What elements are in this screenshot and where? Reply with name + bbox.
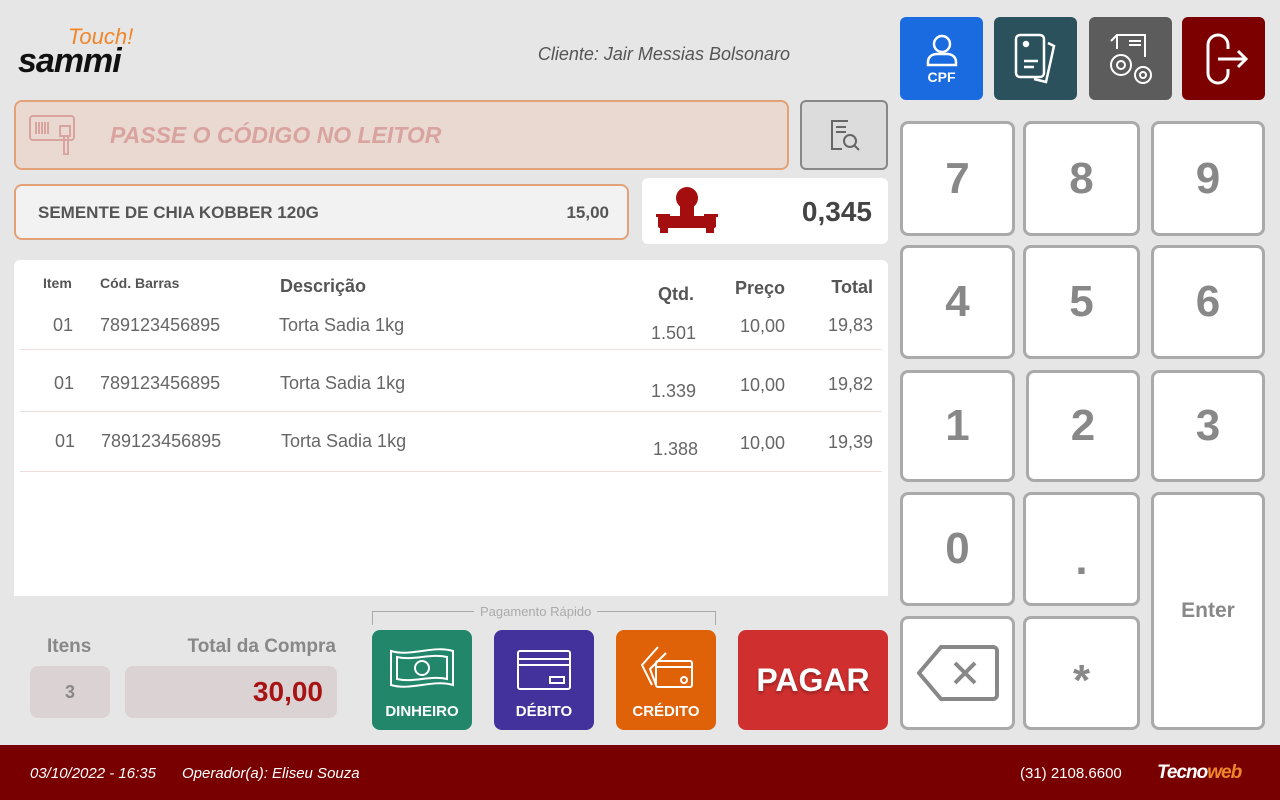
items-table: Item Cód. Barras Descrição Qtd. Preço To… (14, 260, 888, 596)
client-name: Cliente: Jair Messias Bolsonaro (537, 44, 790, 64)
credit-cards-icon (640, 646, 693, 688)
barcode-scanner-icon (29, 115, 75, 155)
total-value: 30,00 (125, 666, 337, 718)
tecnoweb-logo: Tecnoweb (1157, 762, 1242, 783)
scale-icon (656, 187, 718, 233)
debit-card-icon (517, 650, 571, 690)
key-5[interactable]: 5 (1023, 245, 1140, 359)
pay-button[interactable]: PAGAR (738, 630, 888, 730)
table-row[interactable]: 01 789123456895 Torta Sadia 1kg 1.339 10… (20, 352, 882, 412)
col-price: Preço (734, 278, 785, 298)
phone: (31) 2108.6600 (1020, 765, 1122, 782)
key-dot[interactable]: . (1023, 492, 1140, 606)
key-2[interactable]: 2 (1026, 370, 1140, 482)
barcode-input[interactable]: PASSE O CÓDIGO NO LEITOR (14, 100, 789, 170)
status-bar: 03/10/2022 - 16:35 Operador(a): Eliseu S… (0, 745, 1280, 800)
key-3[interactable]: 3 (1151, 370, 1265, 482)
document-search-icon (831, 120, 860, 151)
items-count: 3 (30, 666, 110, 718)
total-label: Total da Compra (187, 636, 337, 657)
quick-pay-label: Pagamento Rápido (474, 604, 598, 619)
cards-icon (1014, 33, 1055, 84)
credit-button[interactable]: CRÉDITO (616, 630, 716, 730)
cash-button[interactable]: DINHEIRO (372, 630, 472, 730)
key-backspace[interactable] (900, 616, 1015, 730)
col-item: Item (43, 275, 72, 291)
money-icon (390, 648, 454, 688)
backspace-icon (916, 645, 999, 701)
user-icon (926, 34, 957, 66)
key-9[interactable]: 9 (1151, 121, 1265, 236)
product-name: SEMENTE DE CHIA KOBBER 120G (38, 203, 319, 222)
table-row[interactable]: 01 789123456895 Torta Sadia 1kg 1.388 10… (20, 412, 882, 472)
table-row[interactable]: 01 789123456895 Torta Sadia 1kg 1.501 10… (20, 292, 882, 350)
cards-button[interactable] (994, 17, 1077, 100)
datetime: 03/10/2022 - 16:35 (30, 765, 156, 782)
key-asterisk[interactable]: * (1023, 616, 1140, 730)
product-search-button[interactable] (800, 100, 888, 170)
scale-weight: 0,345 (801, 196, 872, 227)
logout-icon (1206, 33, 1248, 84)
scale-panel: 0,345 (642, 178, 888, 244)
document-gears-icon (1109, 33, 1152, 84)
sammi-touch-logo: Touch! sammi (18, 24, 134, 80)
key-7[interactable]: 7 (900, 121, 1015, 236)
key-1[interactable]: 1 (900, 370, 1015, 482)
col-qty: Qtd. (658, 284, 694, 304)
current-product: SEMENTE DE CHIA KOBBER 120G 15,00 (14, 184, 629, 240)
key-enter[interactable]: Enter (1151, 492, 1265, 730)
col-barcode: Cód. Barras (100, 275, 180, 291)
col-total: Total (831, 277, 873, 297)
cpf-button[interactable]: CPF (900, 17, 983, 100)
debit-button[interactable]: DÉBITO (494, 630, 594, 730)
operator: Operador(a): Eliseu Souza (182, 765, 360, 782)
key-8[interactable]: 8 (1023, 121, 1140, 236)
key-6[interactable]: 6 (1151, 245, 1265, 359)
key-4[interactable]: 4 (900, 245, 1015, 359)
logout-button[interactable] (1182, 17, 1265, 100)
product-price: 15,00 (566, 203, 609, 222)
key-0[interactable]: 0 (900, 492, 1015, 606)
col-description: Descrição (280, 276, 367, 296)
settings-button[interactable] (1089, 17, 1172, 100)
items-label: Itens (47, 636, 92, 657)
